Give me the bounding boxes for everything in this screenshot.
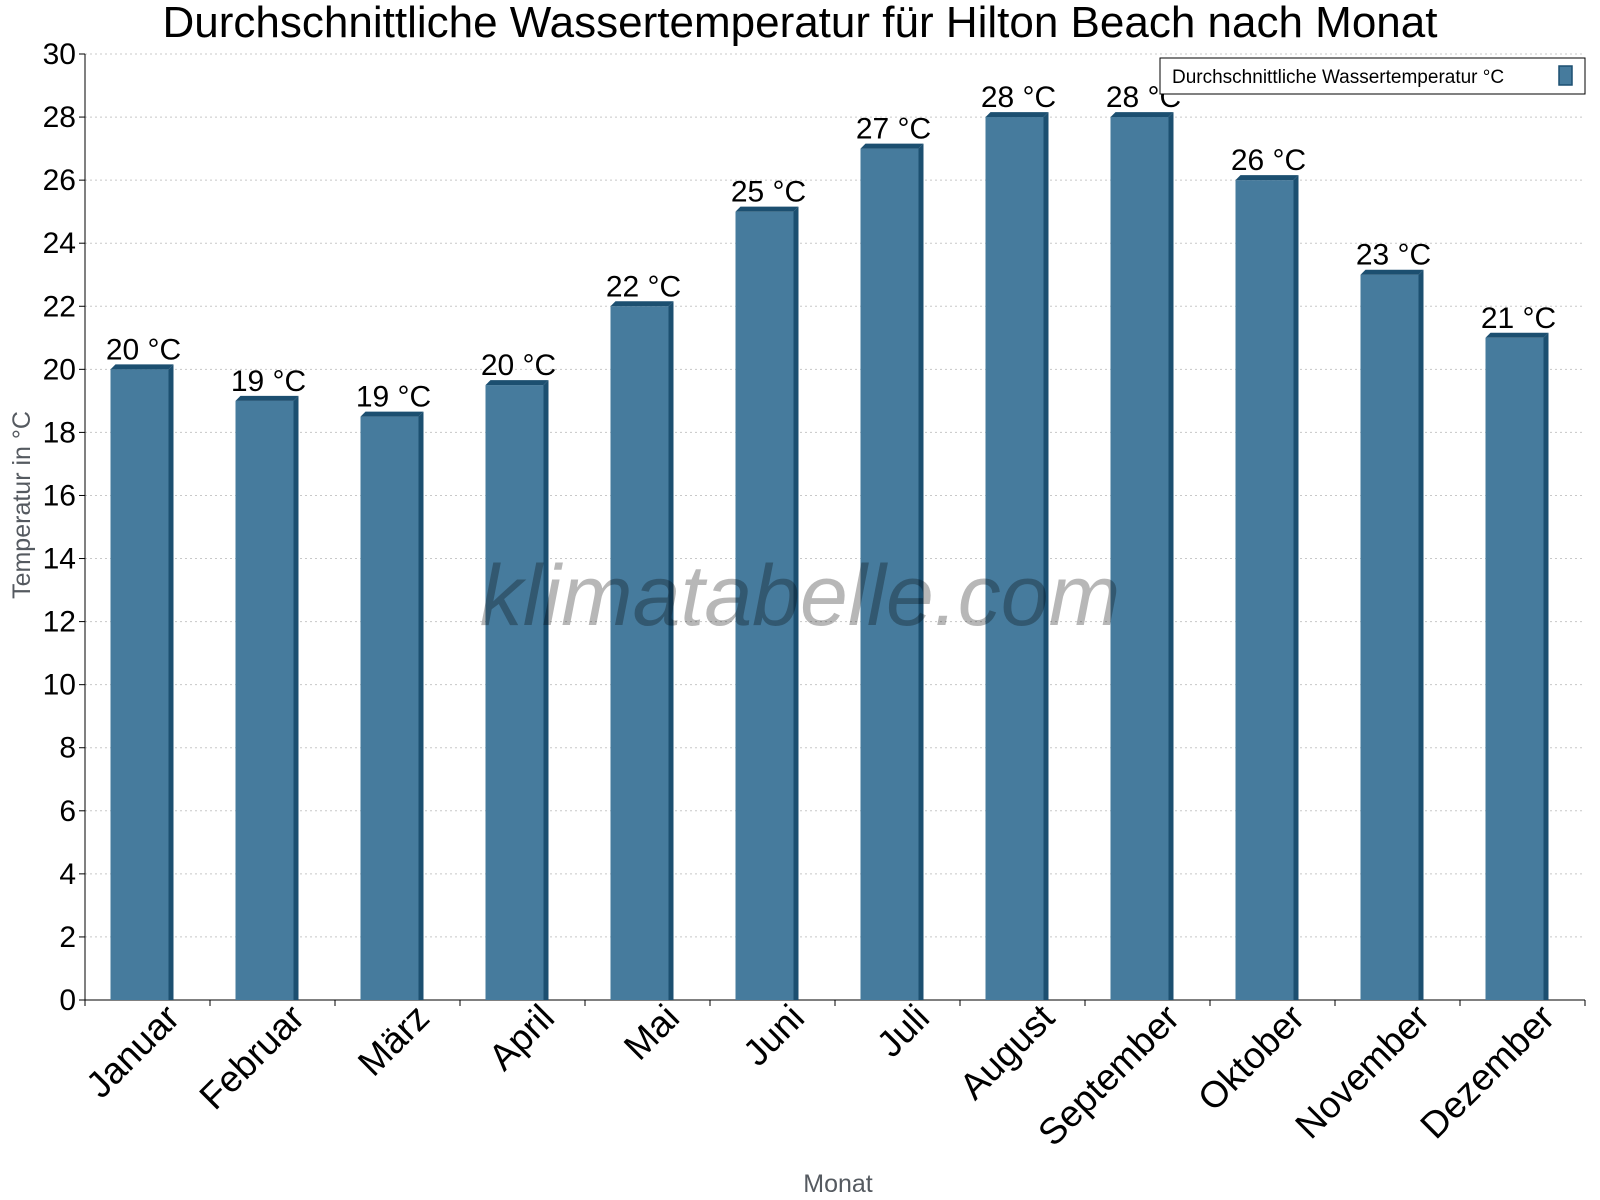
data-label: 26 °C — [1231, 144, 1306, 177]
bar-top — [860, 143, 924, 149]
gridlines — [85, 53, 1585, 938]
bar-top — [1110, 112, 1174, 118]
data-label: 27 °C — [856, 113, 931, 146]
bar — [860, 148, 919, 1001]
y-tick-label: 8 — [59, 732, 76, 765]
y-tick-label: 6 — [59, 795, 76, 828]
y-tick-label: 16 — [43, 479, 76, 512]
x-tick-label: November — [1287, 997, 1437, 1147]
bar-side — [1168, 112, 1174, 1001]
bar-top — [1235, 175, 1299, 181]
y-tick-label: 24 — [43, 227, 76, 260]
y-tick-label: 20 — [43, 353, 76, 386]
y-tick-label: 12 — [43, 606, 76, 639]
x-tick-label: August — [952, 996, 1063, 1107]
y-tick-label: 18 — [43, 416, 76, 449]
bar — [110, 369, 169, 1000]
x-tick-label: Juni — [735, 997, 812, 1074]
chart-title: Durchschnittliche Wassertemperatur für H… — [163, 0, 1438, 47]
legend-entry-label: Durchschnittliche Wassertemperatur °C — [1172, 67, 1504, 88]
bar — [1235, 180, 1294, 1001]
legend: Durchschnittliche Wassertemperatur °C — [1159, 57, 1586, 95]
bar-side — [668, 301, 674, 1000]
x-tick-label: Dezember — [1412, 997, 1562, 1147]
data-label: 19 °C — [231, 365, 306, 398]
bar — [1110, 117, 1169, 1001]
y-tick-label: 22 — [43, 290, 76, 323]
bar-side — [793, 206, 799, 1000]
data-label: 20 °C — [481, 349, 556, 382]
bar-side — [1543, 332, 1549, 1000]
x-tick-label: März — [350, 997, 437, 1084]
bar-side — [1043, 112, 1049, 1001]
data-label: 20 °C — [106, 333, 181, 366]
y-tick-label: 28 — [43, 101, 76, 134]
x-tick-label: Februar — [192, 997, 313, 1118]
y-tick-label: 10 — [43, 669, 76, 702]
watermark: klimatabelle.com — [480, 548, 1120, 644]
bar-top — [985, 112, 1049, 118]
x-tick-label: April — [481, 997, 562, 1078]
bar-top — [360, 411, 424, 417]
x-tick-label: Januar — [78, 997, 187, 1106]
legend-swatch — [1558, 65, 1573, 86]
bar-side — [168, 364, 174, 1000]
bar-top — [735, 206, 799, 212]
bar-side — [293, 395, 299, 1000]
x-tick-label: Juli — [869, 997, 937, 1065]
data-label: 21 °C — [1481, 302, 1556, 335]
legend-box — [1159, 57, 1586, 95]
data-label: 22 °C — [606, 270, 681, 303]
y-tick-label: 26 — [43, 164, 76, 197]
bars — [110, 112, 1549, 1001]
bar — [1360, 274, 1419, 1000]
bar-top — [485, 380, 549, 386]
bar — [485, 385, 544, 1001]
data-label: 23 °C — [1356, 239, 1431, 272]
y-tick-label: 14 — [43, 543, 76, 576]
bar-side — [543, 380, 549, 1001]
bar — [1485, 337, 1544, 1000]
bar-top — [110, 364, 174, 370]
bar-side — [418, 411, 424, 1001]
data-label: 28 °C — [981, 81, 1056, 114]
x-axis-label: Monat — [803, 1170, 873, 1198]
data-labels: 20 °C 19 °C 19 °C 20 °C 22 °C 25 °C 27 °C 28 °C… — [106, 81, 1556, 414]
y-tick-label: 2 — [59, 921, 76, 954]
bar-side — [918, 143, 924, 1001]
bar — [985, 117, 1044, 1001]
bar-top — [610, 301, 674, 307]
bar — [235, 400, 294, 1000]
bar-top — [1360, 269, 1424, 275]
y-tick-label: 0 — [59, 984, 76, 1017]
bar — [610, 306, 669, 1000]
y-tick-label: 4 — [59, 858, 76, 891]
bar-top — [1485, 332, 1549, 338]
y-axis-label: Temperatur in °C — [8, 411, 36, 599]
bar-top — [235, 395, 299, 401]
data-label: 19 °C — [356, 381, 431, 414]
bar — [360, 416, 419, 1001]
x-tick-label: Mai — [616, 997, 687, 1068]
bar — [735, 211, 794, 1000]
data-label: 25 °C — [731, 176, 806, 209]
bar-side — [1418, 269, 1424, 1000]
x-tick-label: Oktober — [1190, 997, 1312, 1119]
y-tick-label: 30 — [43, 38, 76, 71]
bar-side — [1293, 175, 1299, 1001]
